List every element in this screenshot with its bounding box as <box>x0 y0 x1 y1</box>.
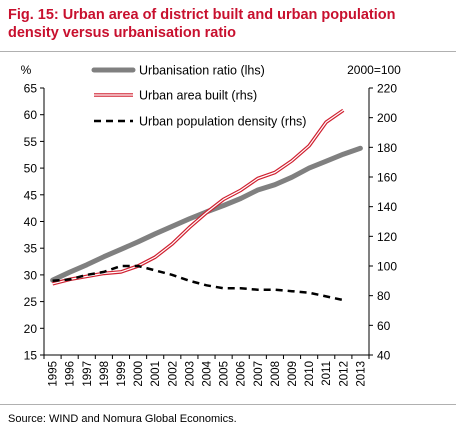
x-tick-label: 2005 <box>219 361 231 387</box>
right-tick-label: 180 <box>377 141 397 155</box>
left-tick-label: 45 <box>24 188 38 202</box>
left-tick-label: 40 <box>24 215 38 229</box>
legend: Urbanisation ratio (lhs) Urban area built… <box>91 64 306 129</box>
right-tick-label: 200 <box>377 111 397 125</box>
legend-label: Urbanisation ratio (lhs) <box>139 64 265 78</box>
left-tick-label: 50 <box>24 162 38 176</box>
x-tick-label: 2001 <box>150 361 162 387</box>
right-axis-unit: 2000=100 <box>347 63 401 77</box>
x-tick-label: 2011 <box>321 361 333 386</box>
series-line-urban-population-density <box>52 264 344 302</box>
left-tick-label: 30 <box>24 268 38 282</box>
x-tick-label: 1998 <box>99 361 111 387</box>
x-tick-label: 1996 <box>65 361 77 387</box>
x-tick-label: 2000 <box>133 361 145 387</box>
top-rule <box>0 51 456 52</box>
right-tick-label: 220 <box>377 82 397 96</box>
left-tick-label: 60 <box>24 108 38 122</box>
series-lines <box>50 108 363 302</box>
x-tick-label: 2013 <box>355 361 367 387</box>
x-tick-label: 2006 <box>236 361 248 387</box>
x-tick-label: 2004 <box>202 360 214 386</box>
right-tick-label: 60 <box>377 319 391 333</box>
axes: 15 20 25 30 35 40 45 50 55 60 65 40 60 80 100 120 140 160… <box>24 82 398 387</box>
x-tick-label: 2008 <box>270 361 282 387</box>
right-tick-label: 40 <box>377 349 391 363</box>
right-tick-label: 80 <box>377 289 391 303</box>
chart-title: Fig. 15: Urban area of district built an… <box>8 7 396 41</box>
x-tick-label: 2007 <box>253 361 265 387</box>
x-tick-label: 2003 <box>184 361 196 387</box>
right-tick-label: 100 <box>377 260 397 274</box>
x-tick-label: 2012 <box>338 361 350 387</box>
left-tick-label: 15 <box>24 349 38 363</box>
x-tick-label: 1997 <box>82 361 94 387</box>
left-axis-unit: % <box>21 63 32 77</box>
source-note: Source: WIND and Nomura Global Economics… <box>8 413 237 425</box>
left-tick-label: 25 <box>24 295 38 309</box>
x-tick-label: 1999 <box>116 361 128 387</box>
left-tick-label: 65 <box>24 82 38 96</box>
right-tick-label: 160 <box>377 171 397 185</box>
left-tick-label: 20 <box>24 322 38 336</box>
legend-label: Urban area built (rhs) <box>139 89 257 103</box>
x-tick-label: 2002 <box>167 361 179 387</box>
bottom-rule <box>0 404 456 405</box>
left-tick-label: 35 <box>24 242 38 256</box>
right-tick-label: 140 <box>377 200 397 214</box>
x-tick-label: 1995 <box>48 361 60 387</box>
legend-label: Urban population density (rhs) <box>139 115 306 129</box>
right-tick-label: 120 <box>377 230 397 244</box>
series-line-urban-area-built-inner <box>52 109 344 285</box>
x-tick-label: 2010 <box>304 361 316 387</box>
x-tick-label: 2009 <box>287 361 299 387</box>
left-tick-label: 55 <box>24 135 38 149</box>
